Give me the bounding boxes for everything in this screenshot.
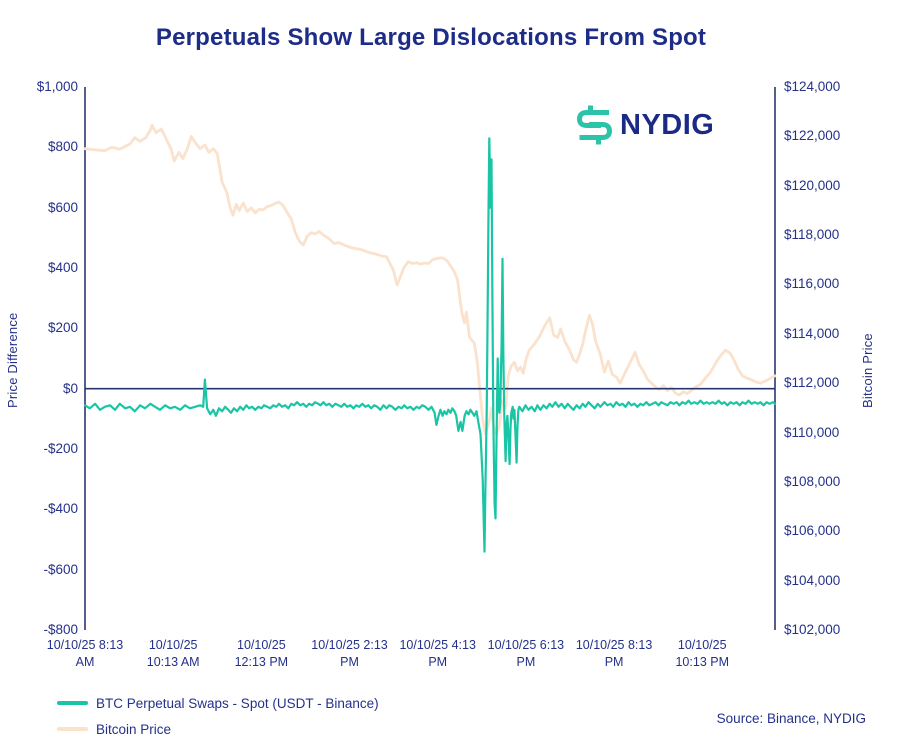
y-right-tick-label: $106,000 — [784, 523, 841, 539]
y-right-tick-label: $122,000 — [784, 128, 841, 144]
y-left-tick-label: -$400 — [43, 501, 78, 517]
legend-label: BTC Perpetual Swaps - Spot (USDT - Binan… — [96, 695, 379, 711]
y-left-tick-label: $800 — [47, 139, 78, 155]
y-left-tick-label: -$800 — [43, 622, 78, 637]
y-right-tick-label: $118,000 — [784, 227, 840, 243]
nydig-logo: NYDIG — [576, 104, 714, 146]
y-left-tick-label: -$600 — [43, 561, 78, 577]
chart-title: Perpetuals Show Large Dislocations From … — [155, 24, 707, 51]
y-left-tick-label: $400 — [47, 260, 78, 275]
y-right-tick-label: $112,000 — [784, 375, 840, 391]
chart-legend: BTC Perpetual Swaps - Spot (USDT - Binan… — [57, 690, 379, 741]
legend-item: BTC Perpetual Swaps - Spot (USDT - Binan… — [57, 690, 379, 716]
y-right-tick-label: $102,000 — [784, 622, 841, 637]
y-right-tick-label: $114,000 — [784, 325, 840, 341]
x-tick-label: 10/10/25 8:13 AM — [46, 638, 124, 669]
source-attribution: Source: Binance, NYDIG — [716, 711, 866, 726]
y-right-tick-label: $110,000 — [784, 424, 840, 440]
y-right-tick-label: $120,000 — [784, 177, 841, 193]
x-tick-label: 10/10/25 6:13 PM — [487, 638, 565, 669]
x-tick-label: 10/10/25 2:13 PM — [311, 638, 388, 669]
y-left-tick-label: $600 — [47, 199, 78, 215]
x-tick-label: 10/10/25 8:13 PM — [575, 638, 653, 669]
y-right-tick-label: $124,000 — [784, 79, 841, 94]
x-tick-label: 10/10/25 12:13 PM — [234, 638, 289, 669]
nydig-logo-text: NYDIG — [620, 108, 715, 141]
x-tick-label: 10/10/25 4:13 PM — [399, 638, 476, 669]
y-right-tick-label: $116,000 — [784, 276, 840, 292]
y-left-axis-title: Price Difference — [5, 312, 20, 409]
y-right-tick-label: $108,000 — [784, 473, 841, 489]
y-right-axis-title: Bitcoin Price — [860, 333, 875, 408]
nydig-logo-icon — [576, 105, 613, 145]
y-left-tick-label: $0 — [62, 380, 78, 396]
y-left-tick-label: $1,000 — [36, 79, 78, 94]
legend-swatch-perp-spot — [57, 701, 88, 705]
legend-item: Bitcoin Price — [57, 716, 379, 741]
series-perp-spot-line — [83, 137, 777, 553]
series-bitcoin-price-line — [83, 123, 777, 437]
x-tick-label: 10/10/25 10:13 AM — [146, 638, 200, 669]
y-left-tick-label: $200 — [47, 320, 78, 336]
y-left-tick-label: -$200 — [43, 441, 78, 456]
x-tick-label: 10/10/25 10:13 PM — [675, 638, 729, 669]
y-right-tick-label: $104,000 — [784, 572, 841, 588]
legend-swatch-bitcoin-price — [57, 727, 88, 731]
legend-label: Bitcoin Price — [96, 721, 172, 737]
